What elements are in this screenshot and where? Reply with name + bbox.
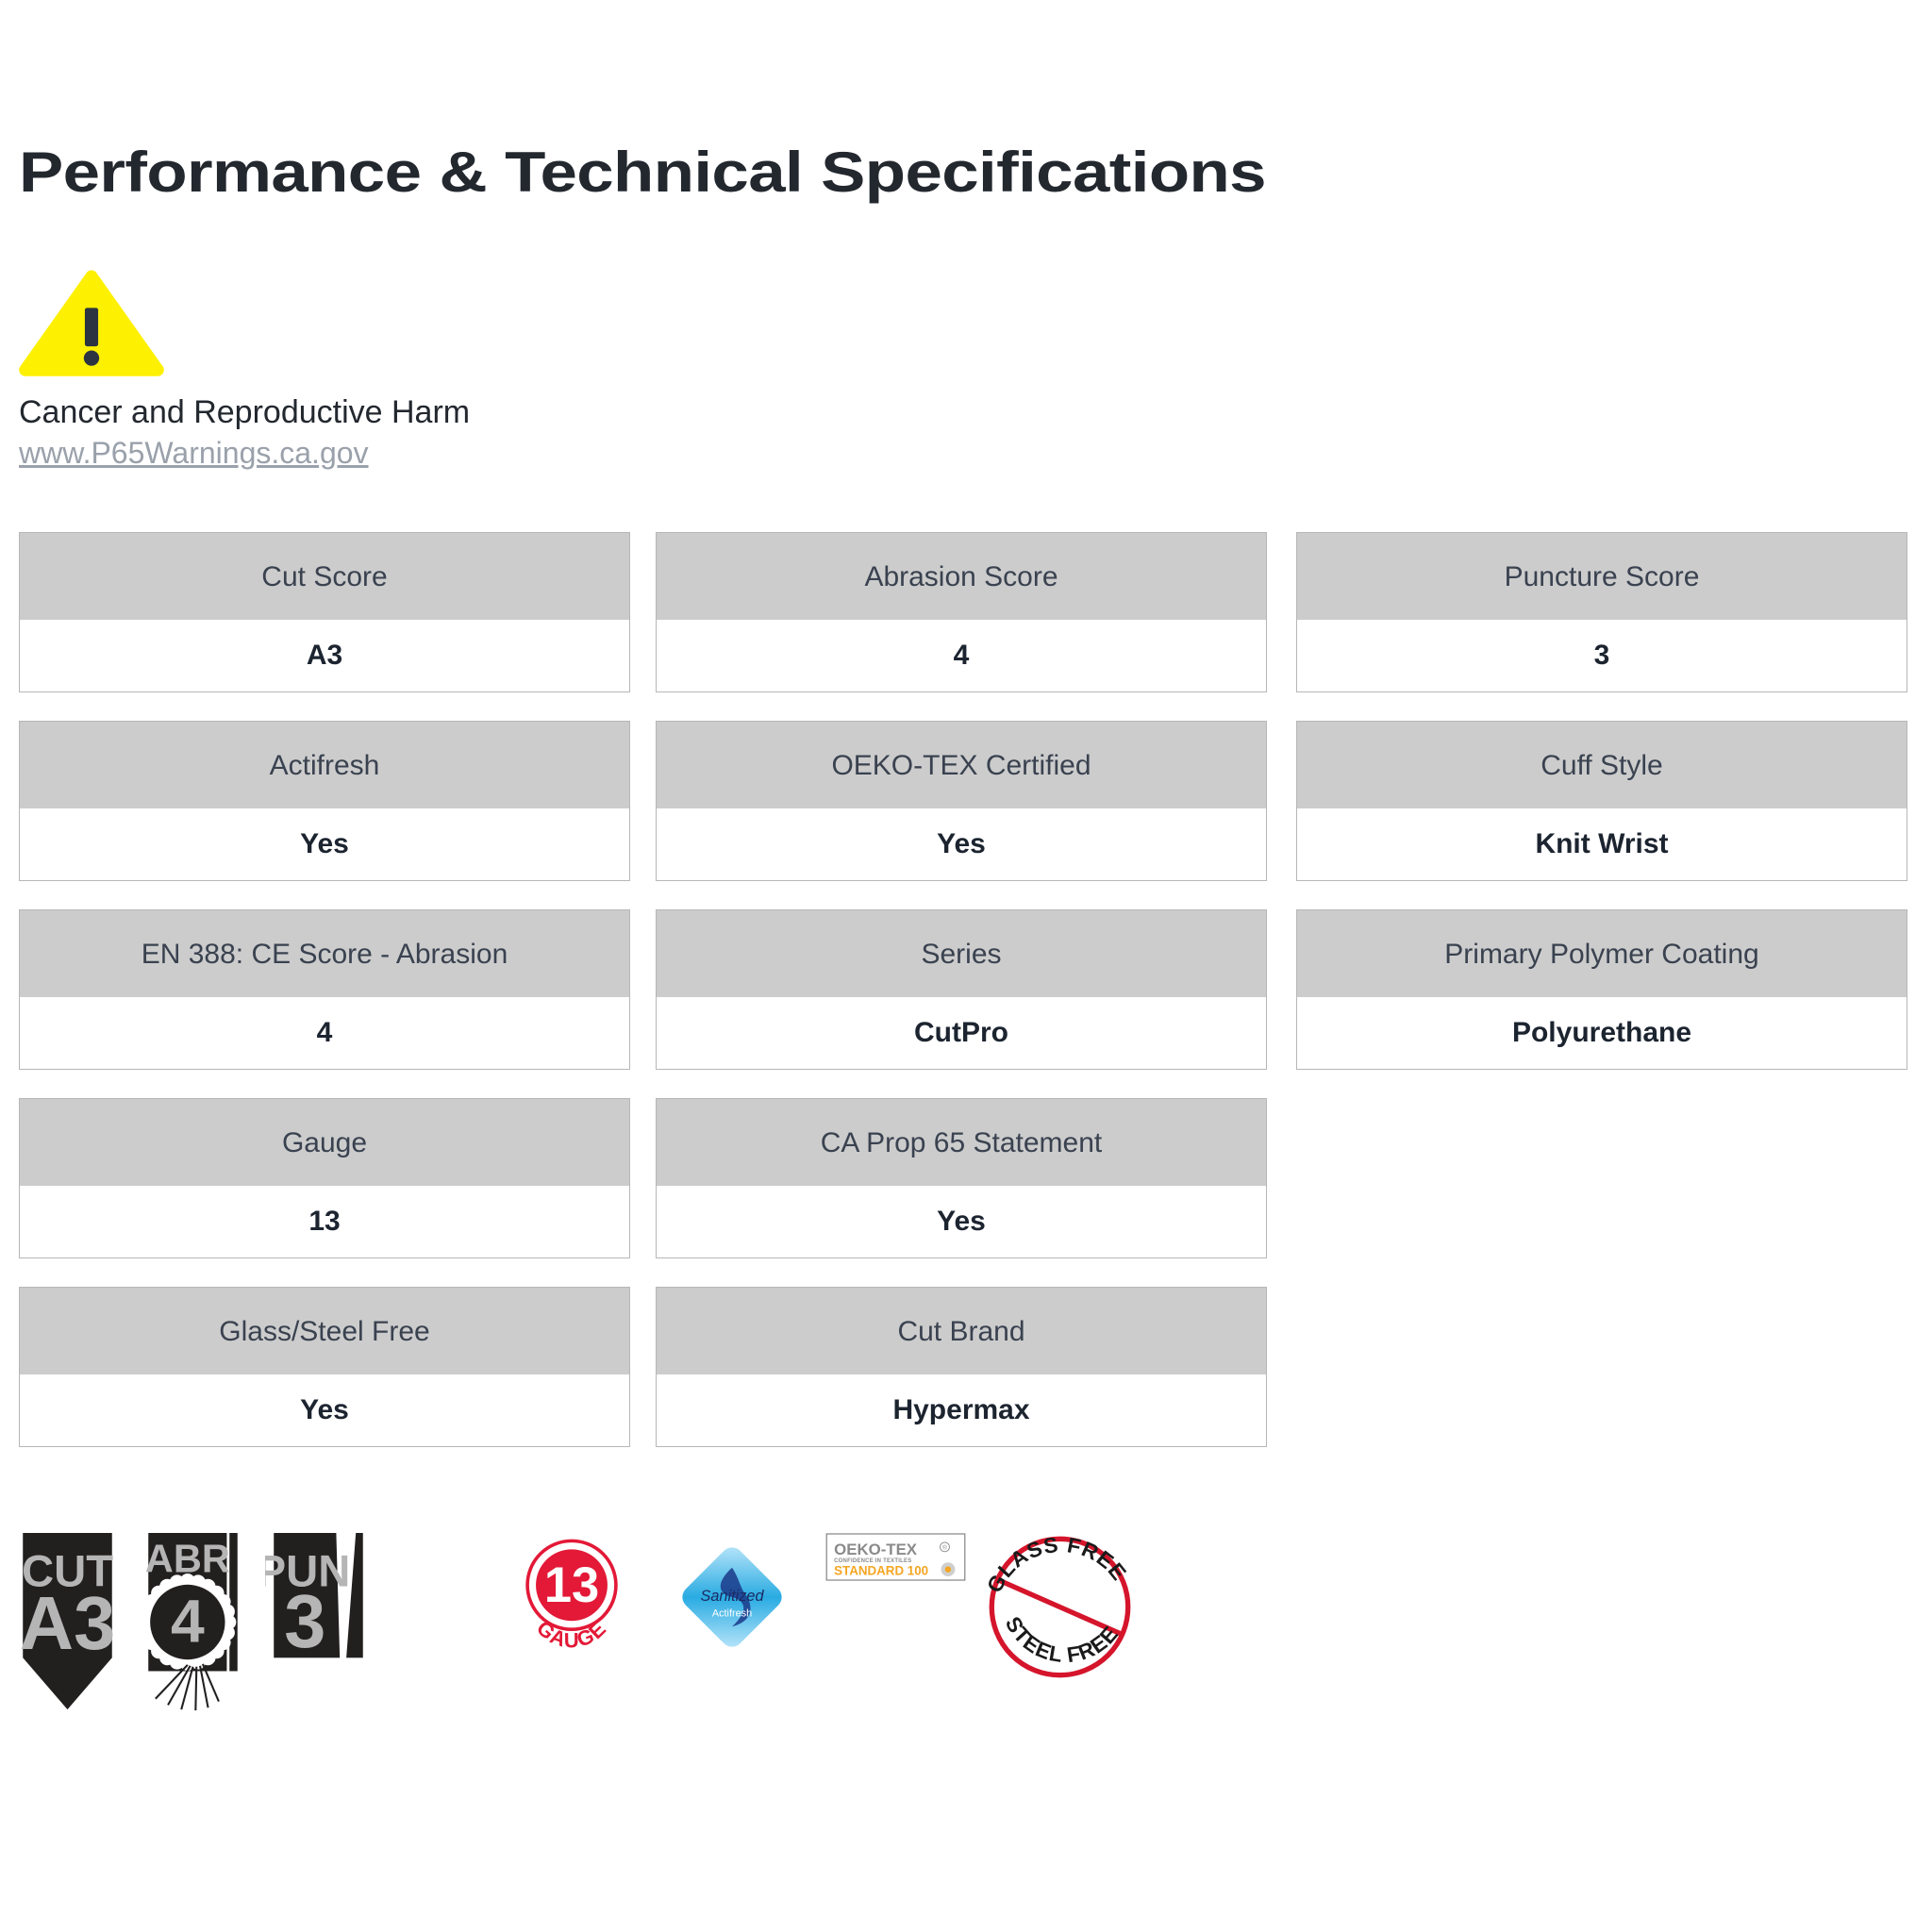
svg-text:GLASS FREE: GLASS FREE <box>986 1533 1132 1596</box>
svg-text:STANDARD 100: STANDARD 100 <box>834 1564 928 1578</box>
svg-text:4: 4 <box>171 1587 205 1655</box>
svg-text:GAUGE: GAUGE <box>532 1616 611 1652</box>
svg-text:®: ® <box>942 1543 947 1551</box>
svg-text:13: 13 <box>544 1558 599 1613</box>
svg-text:Actifresh: Actifresh <box>712 1607 752 1619</box>
svg-text:A3: A3 <box>20 1581 115 1665</box>
svg-text:OEKO-TEX: OEKO-TEX <box>834 1541 918 1558</box>
svg-text:Sanitized: Sanitized <box>700 1588 764 1605</box>
svg-text:3: 3 <box>284 1579 325 1663</box>
